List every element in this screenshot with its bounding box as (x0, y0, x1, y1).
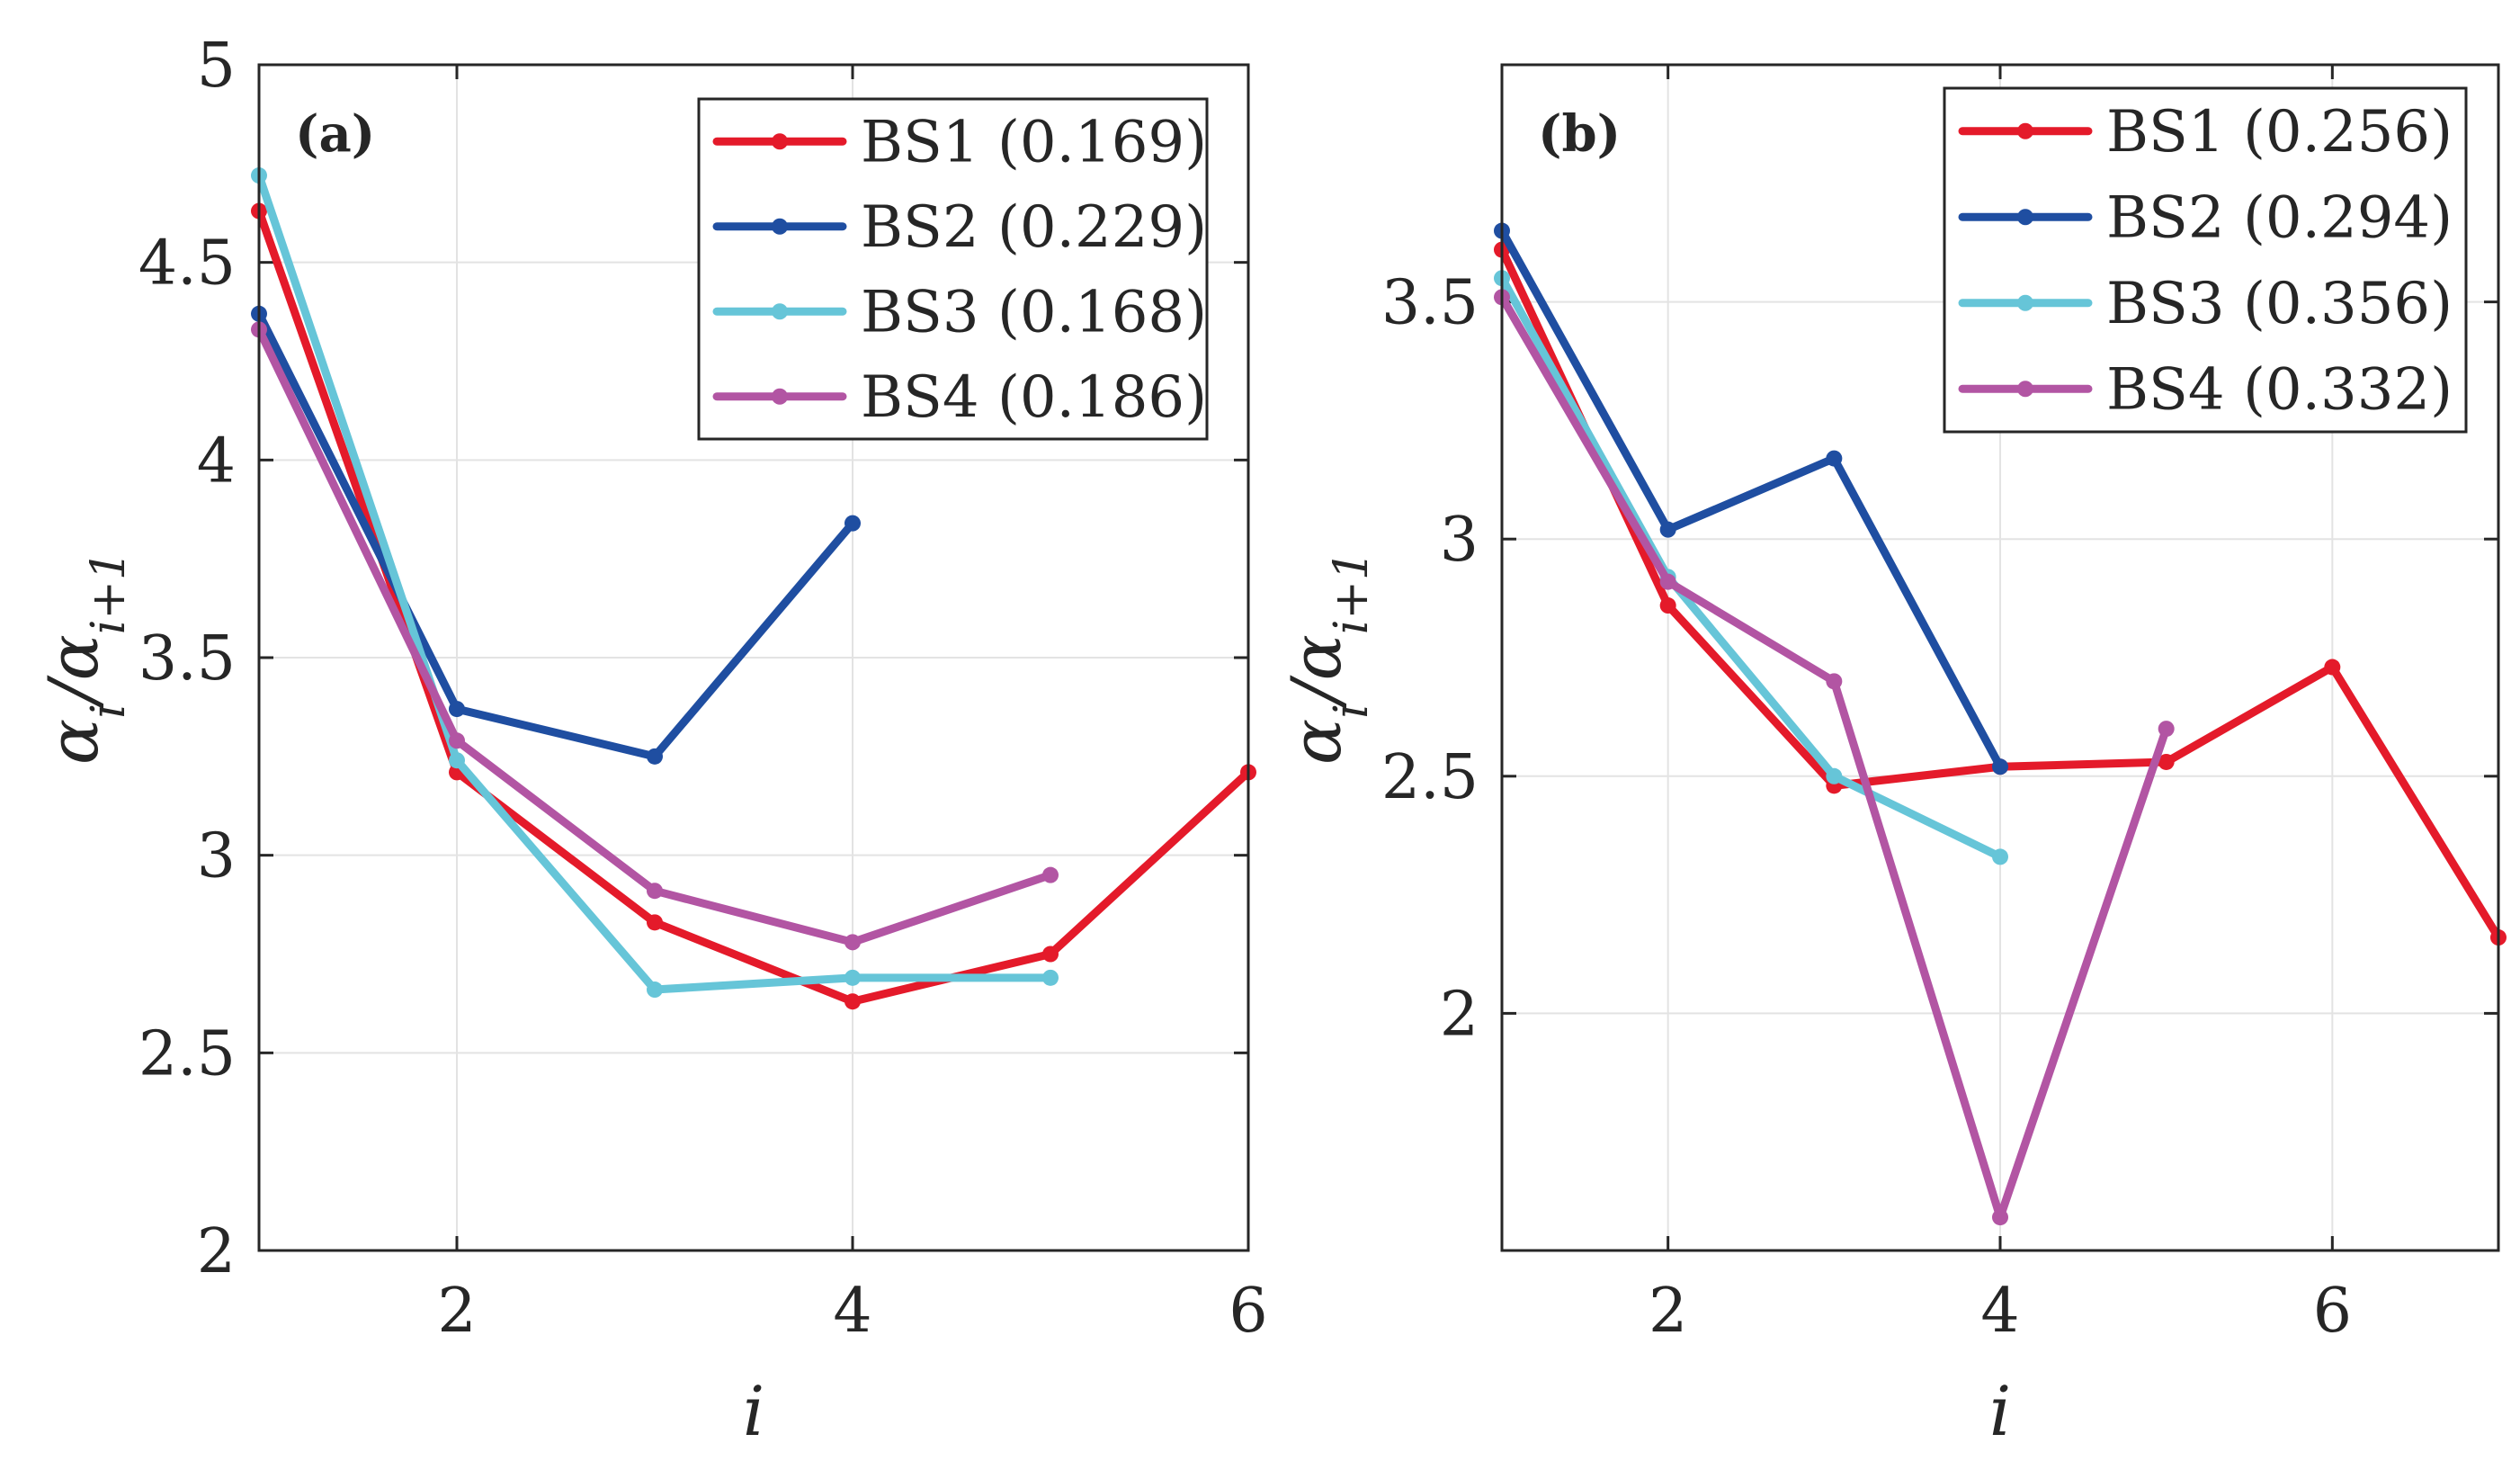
data-point (1992, 848, 2008, 865)
data-point (2158, 753, 2175, 770)
x-tick-label: 4 (833, 1276, 871, 1347)
legend-label: BS2 (0.294) (2106, 184, 2453, 251)
legend-swatch-marker (2017, 209, 2033, 226)
y-tick-label: 3.5 (1381, 268, 1479, 339)
legend-swatch-marker (2017, 294, 2033, 311)
y-tick-label: 2.5 (139, 1018, 236, 1089)
data-point (1826, 450, 1843, 467)
axes-box (1500, 63, 2500, 1252)
legend-swatch-marker (2017, 122, 2033, 139)
y-tick-label: 5 (197, 31, 236, 102)
data-point (1826, 767, 1843, 784)
y-tick-label: 3.5 (139, 623, 236, 695)
series-line (1497, 227, 2005, 771)
data-point (647, 748, 663, 765)
y-tick-label: 2.5 (1381, 742, 1479, 813)
legend-label: BS4 (0.186) (861, 364, 1207, 431)
data-point (449, 701, 465, 718)
data-point (1042, 969, 1059, 986)
data-point (1659, 521, 1676, 538)
legend-swatch-marker (2017, 381, 2033, 398)
legend-swatch-marker (772, 218, 788, 235)
y-tick-label: 2 (197, 1216, 236, 1287)
legend: BS1 (0.256) BS2 (0.294) BS3 (0.356) BS4 (0.… (1943, 86, 2468, 434)
legend-item: BS2 (0.294) (1958, 184, 2453, 251)
series-line (255, 309, 857, 761)
legend-item: BS2 (0.229) (712, 194, 1207, 261)
legend-item: BS1 (0.169) (712, 109, 1207, 175)
x-tick-label: 2 (437, 1276, 476, 1347)
data-point (844, 969, 861, 986)
x-tick-label: 6 (1229, 1276, 1267, 1347)
data-point (1826, 673, 1843, 690)
data-point (1042, 946, 1059, 963)
y-tick-label: 4 (197, 426, 236, 497)
data-point (449, 752, 465, 769)
series-2 (1494, 222, 2008, 775)
legend: BS1 (0.169) BS2 (0.229) BS3 (0.168) BS4 (0.… (697, 97, 1209, 441)
data-point (647, 914, 663, 931)
legend-item: BS3 (0.168) (712, 279, 1207, 345)
y-tick-label: 2 (1440, 979, 1479, 1050)
chart-panel-b: 2 4 6 2 2.5 3 3.5 i αi/αi+1 (b) BS1 (0.256) BS2 (0.… (1276, 63, 2507, 1451)
legend-label: BS2 (0.229) (861, 194, 1207, 261)
data-point (844, 993, 861, 1010)
x-tick-label: 4 (1980, 1276, 2019, 1347)
legend-item: BS3 (0.356) (1958, 271, 2453, 337)
legend-item: BS4 (0.332) (1958, 356, 2453, 423)
legend-swatch-marker (772, 133, 788, 150)
x-axis-label: i (1989, 1371, 2011, 1451)
data-point (1992, 758, 2008, 775)
legend-swatch-marker (772, 303, 788, 320)
y-tick-label: 4.5 (139, 229, 236, 300)
data-point (844, 934, 861, 951)
data-point (647, 883, 663, 900)
data-point (1992, 1209, 2008, 1226)
data-point (449, 732, 465, 749)
y-axis-label: αi/αi+1 (33, 551, 136, 765)
series-4 (1494, 289, 2175, 1226)
legend-item: BS1 (0.256) (1958, 99, 2453, 166)
legend-label: BS3 (0.168) (861, 279, 1207, 345)
legend-label: BS1 (0.256) (2106, 99, 2453, 166)
y-tick-label: 3 (1440, 505, 1479, 576)
legend-label: BS4 (0.332) (2106, 356, 2453, 423)
legend-box (697, 97, 1209, 441)
data-point (1659, 573, 1676, 590)
data-point (1659, 597, 1676, 614)
x-axis-label: i (743, 1371, 764, 1451)
panel-label: (a) (295, 104, 375, 164)
series-4 (251, 321, 1059, 951)
legend-item: BS4 (0.186) (712, 364, 1207, 431)
data-point (844, 515, 861, 532)
legend-box (1943, 86, 2468, 434)
legend-label: BS1 (0.169) (861, 109, 1207, 175)
data-point (2158, 721, 2175, 738)
x-tick-label: 6 (2313, 1276, 2352, 1347)
legend-label: BS3 (0.356) (2106, 271, 2453, 337)
y-tick-label: 3 (197, 821, 236, 892)
series-3 (251, 167, 1059, 999)
x-tick-label: 2 (1649, 1276, 1687, 1347)
panel-label: (b) (1538, 104, 1621, 164)
data-point (2324, 659, 2341, 676)
series-line (1497, 273, 2005, 861)
y-axis-label: αi/αi+1 (1276, 551, 1379, 765)
data-point (1042, 866, 1059, 883)
axes-box (257, 63, 1250, 1252)
legend-swatch-marker (772, 388, 788, 405)
data-point (647, 981, 663, 999)
